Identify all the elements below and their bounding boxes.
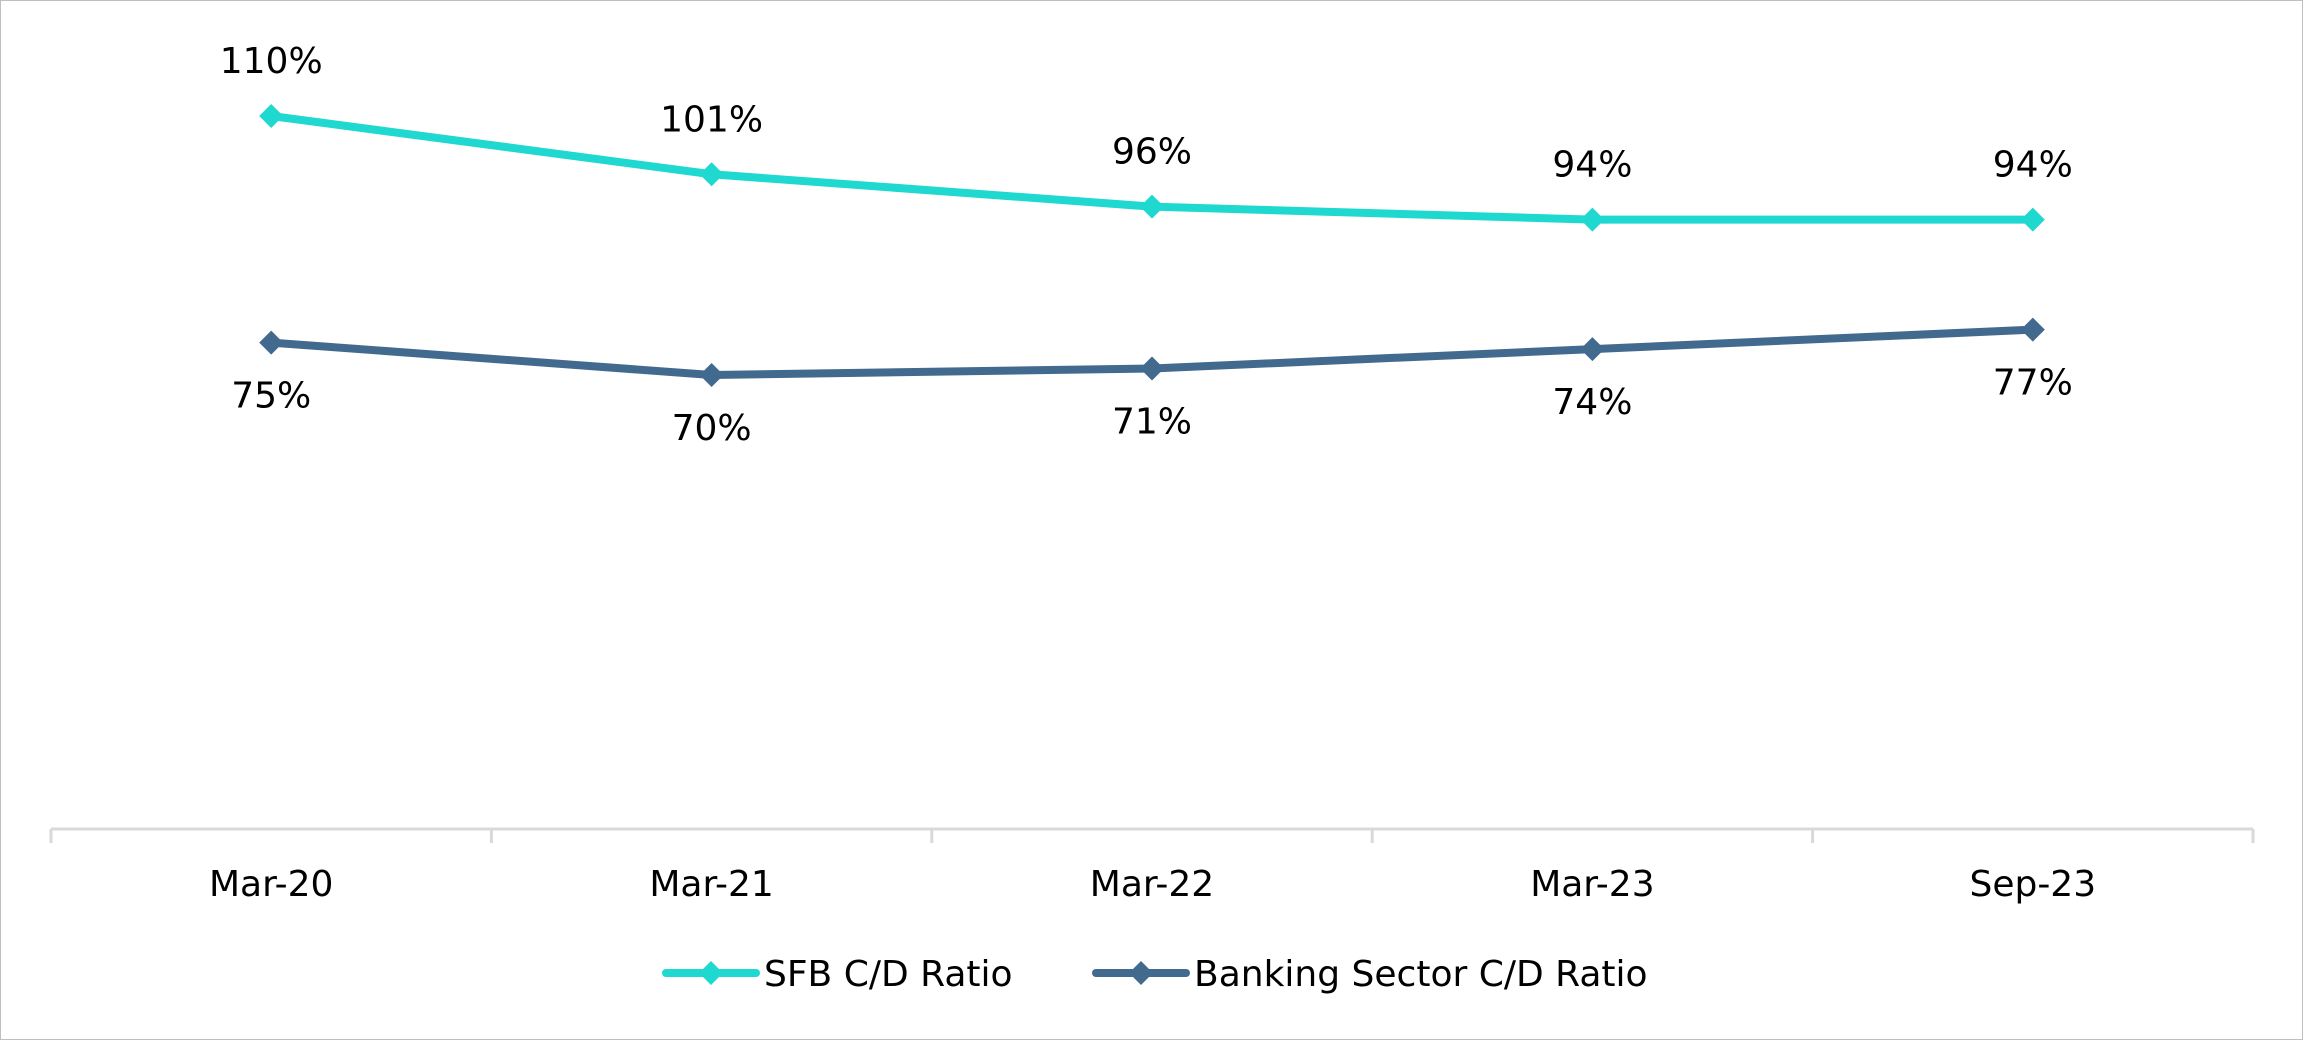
legend: SFB C/D Ratio Banking Sector C/D Ratio bbox=[662, 954, 1648, 995]
series-layer bbox=[259, 104, 2045, 387]
data-label: 74% bbox=[1552, 382, 1632, 423]
series-2-marker bbox=[259, 330, 284, 355]
series-2-marker bbox=[2020, 317, 2045, 342]
x-tick-label: Sep-23 bbox=[1969, 864, 2096, 905]
data-label: 70% bbox=[672, 408, 752, 449]
data-label: 71% bbox=[1112, 402, 1192, 443]
series-1-marker bbox=[2020, 207, 2045, 232]
data-labels: 110% 101% 96% 94% 94% 75% 70% 71% 74% 77% bbox=[220, 41, 2073, 449]
series-1-marker bbox=[259, 104, 284, 128]
x-tick-label: Mar-21 bbox=[649, 864, 773, 905]
x-tick-label: Mar-22 bbox=[1090, 864, 1214, 905]
x-tick-label: Mar-23 bbox=[1530, 864, 1654, 905]
x-axis: Mar-20 Mar-21 Mar-22 Mar-23 Sep-23 bbox=[49, 827, 2255, 905]
data-label: 94% bbox=[1552, 145, 1632, 186]
legend-label: SFB C/D Ratio bbox=[764, 954, 1013, 995]
legend-marker bbox=[1129, 961, 1153, 985]
data-label: 96% bbox=[1112, 132, 1192, 173]
legend-label: Banking Sector C/D Ratio bbox=[1194, 954, 1648, 995]
legend-item: SFB C/D Ratio bbox=[662, 954, 1013, 995]
data-label: 75% bbox=[231, 376, 311, 417]
series-1-marker bbox=[1140, 194, 1164, 219]
data-label: 101% bbox=[660, 99, 763, 140]
series-2-marker bbox=[1580, 337, 1605, 362]
series-2-marker bbox=[1140, 356, 1164, 381]
data-label: 110% bbox=[220, 41, 323, 82]
data-label: 77% bbox=[1993, 363, 2073, 404]
x-tick-label: Mar-20 bbox=[209, 864, 333, 905]
legend-marker bbox=[699, 961, 723, 985]
legend-item: Banking Sector C/D Ratio bbox=[1092, 954, 1648, 995]
series-2-marker bbox=[699, 363, 724, 387]
data-label: 94% bbox=[1993, 145, 2073, 186]
series-1-marker bbox=[699, 162, 724, 187]
series-1-marker bbox=[1580, 207, 1605, 232]
